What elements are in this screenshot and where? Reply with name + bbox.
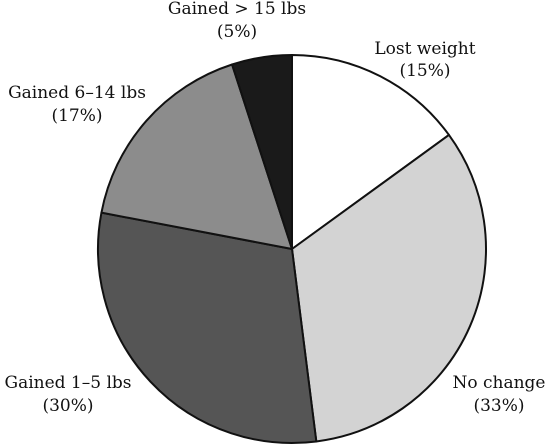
label-lost-weight: Lost weight	[374, 39, 475, 59]
pie-slice-gained-6-14-lbs	[100, 63, 293, 250]
percent-no-change: (33%)	[473, 396, 524, 416]
pie-slices	[97, 54, 487, 444]
pie-slice-no-change	[291, 133, 487, 443]
label-gained-6-14: Gained 6–14 lbs	[8, 83, 146, 103]
label-gained-over-15: Gained > 15 lbs	[168, 0, 306, 19]
pie-slice-gained-15-lbs	[231, 54, 293, 250]
pie-labels: Lost weight (15%) No change (33%) Gained…	[4, 0, 545, 416]
pie-slice-lost-weight	[291, 54, 450, 250]
percent-lost-weight: (15%)	[399, 61, 450, 81]
pie-slice-gained-1-5-lbs	[97, 211, 318, 444]
label-no-change: No change	[452, 373, 545, 393]
percent-gained-over-15: (5%)	[217, 22, 257, 42]
percent-gained-1-5: (30%)	[42, 396, 93, 416]
label-gained-1-5: Gained 1–5 lbs	[4, 373, 131, 393]
percent-gained-6-14: (17%)	[51, 106, 102, 126]
